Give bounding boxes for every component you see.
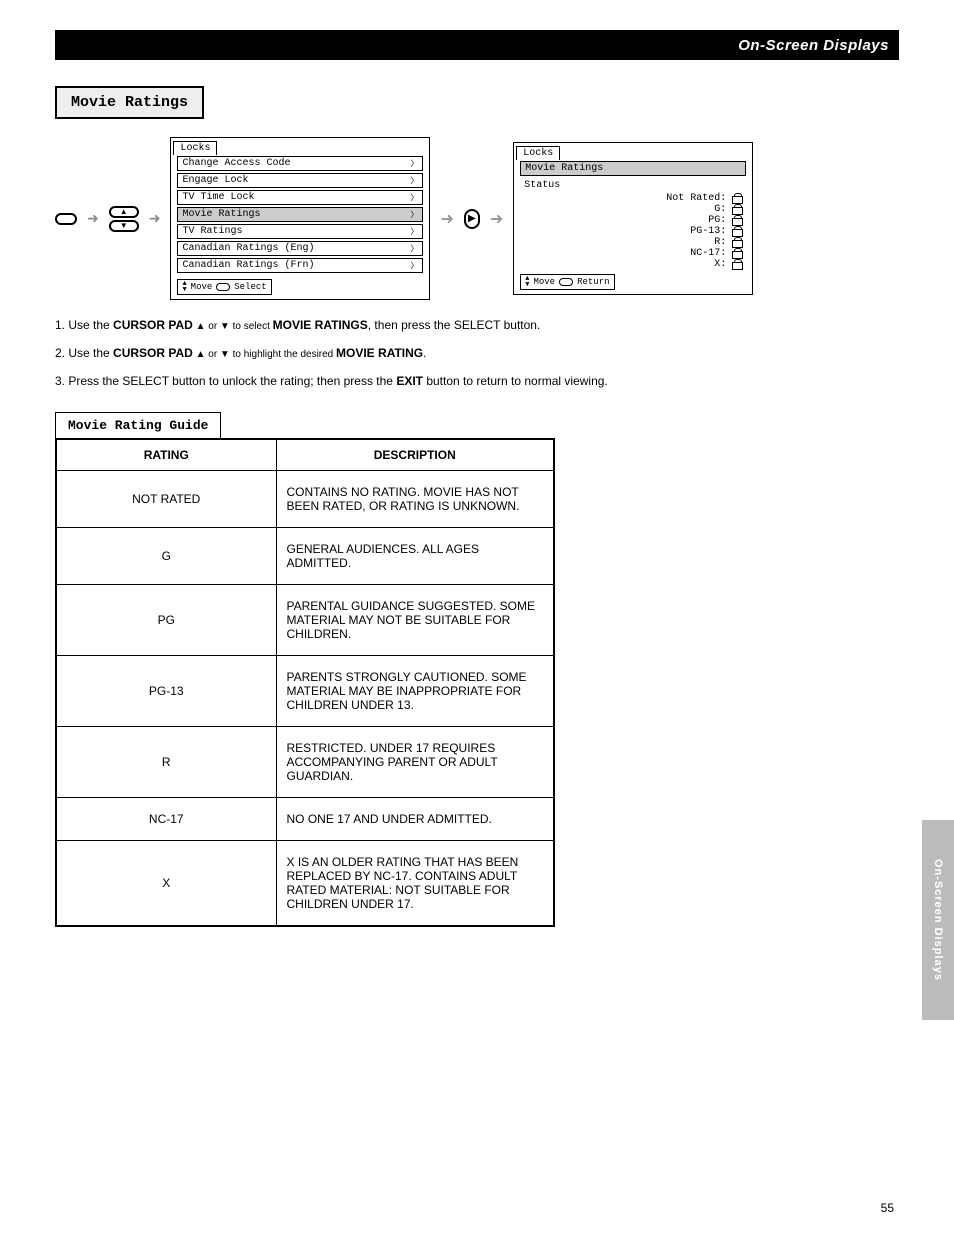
top-bar: On-Screen Displays (55, 30, 899, 60)
status-row: PG: (516, 215, 750, 226)
lock-icon (732, 238, 742, 248)
lock-icon (732, 227, 742, 237)
osd-item: Change Access Code〉 (177, 156, 423, 171)
osd-item: TV Time Lock〉 (177, 190, 423, 205)
section-title: Movie Ratings (55, 86, 204, 119)
osd-item-selected: Movie Ratings〉 (177, 207, 423, 222)
osd-locks-menu: Locks Change Access Code〉 Engage Lock〉 T… (170, 137, 430, 300)
arrow-icon: ➜ (149, 210, 161, 227)
arrow-icon: ➜ (440, 209, 453, 229)
osd-movie-ratings: Locks Movie Ratings Status Not Rated: G:… (513, 142, 753, 295)
status-row: R: (516, 237, 750, 248)
osd-footer: ▲▼ Move Return (520, 274, 614, 290)
instruction-3: 3. Press the SELECT button to unlock the… (55, 372, 899, 390)
remote-select-icon (55, 213, 77, 225)
arrow-icon: ➜ (490, 209, 503, 229)
lock-icon (732, 194, 742, 204)
cursor-updown-icon: ▲ ▼ (109, 206, 139, 232)
status-row: Not Rated: (516, 193, 750, 204)
guide-title: Movie Rating Guide (55, 412, 221, 439)
instruction-1: 1. Use the CURSOR PAD ▲ or ▼ to select M… (55, 316, 899, 334)
table-row: PG-13PARENTS STRONGLY CAUTIONED. SOME MA… (56, 656, 554, 727)
status-row: G: (516, 204, 750, 215)
lock-icon (732, 205, 742, 215)
table-row: RRESTRICTED. UNDER 17 REQUIRES ACCOMPANY… (56, 727, 554, 798)
osd-item: Canadian Ratings (Eng)〉 (177, 241, 423, 256)
status-row: X: (516, 259, 750, 270)
lock-icon (732, 249, 742, 259)
side-tab: On-Screen Displays (922, 820, 954, 1020)
topbar-title: On-Screen Displays (738, 37, 889, 54)
table-header-row: RATING DESCRIPTION (56, 439, 554, 471)
table-row: GGENERAL AUDIENCES. ALL AGES ADMITTED. (56, 528, 554, 585)
lock-icon (732, 216, 742, 226)
osd-subtab: Movie Ratings (520, 161, 746, 176)
osd-item: Engage Lock〉 (177, 173, 423, 188)
osd-tab: Locks (173, 141, 217, 155)
arrow-icon: ➜ (87, 210, 99, 227)
status-row: NC-17: (516, 248, 750, 259)
table-row: XX IS AN OLDER RATING THAT HAS BEEN REPL… (56, 841, 554, 927)
osd-footer: ▲▼ Move Select (177, 279, 271, 295)
instruction-2: 2. Use the CURSOR PAD ▲ or ▼ to highligh… (55, 344, 899, 362)
flow-diagram: ➜ ▲ ▼ ➜ Locks Change Access Code〉 Engage… (55, 137, 899, 300)
osd-tab: Locks (516, 146, 560, 160)
status-header: Status (516, 178, 750, 193)
ratings-table: RATING DESCRIPTION NOT RATEDCONTAINS NO … (55, 438, 555, 927)
osd-item: TV Ratings〉 (177, 224, 423, 239)
osd-item: Canadian Ratings (Frn)〉 (177, 258, 423, 273)
table-row: NC-17NO ONE 17 AND UNDER ADMITTED. (56, 798, 554, 841)
page-number: 55 (881, 1201, 894, 1215)
table-row: NOT RATEDCONTAINS NO RATING. MOVIE HAS N… (56, 471, 554, 528)
cursor-right-icon: ▶ (464, 209, 480, 229)
status-row: PG-13: (516, 226, 750, 237)
table-row: PGPARENTAL GUIDANCE SUGGESTED. SOME MATE… (56, 585, 554, 656)
lock-icon (732, 260, 742, 270)
col-rating: RATING (56, 439, 276, 471)
col-desc: DESCRIPTION (276, 439, 554, 471)
